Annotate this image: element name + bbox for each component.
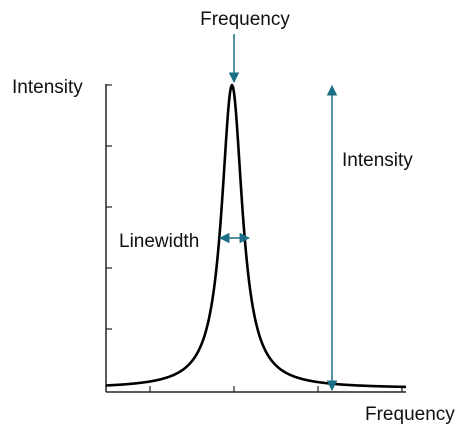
peak-frequency-label: Frequency (200, 9, 290, 30)
intensity-label: Intensity (342, 150, 413, 171)
y-axis-label: Intensity (12, 77, 83, 98)
lorentzian-curve (105, 83, 407, 389)
y-axis-ticks (106, 84, 112, 330)
x-axis-label: Frequency (365, 404, 455, 425)
linewidth-label: Linewidth (119, 231, 199, 252)
